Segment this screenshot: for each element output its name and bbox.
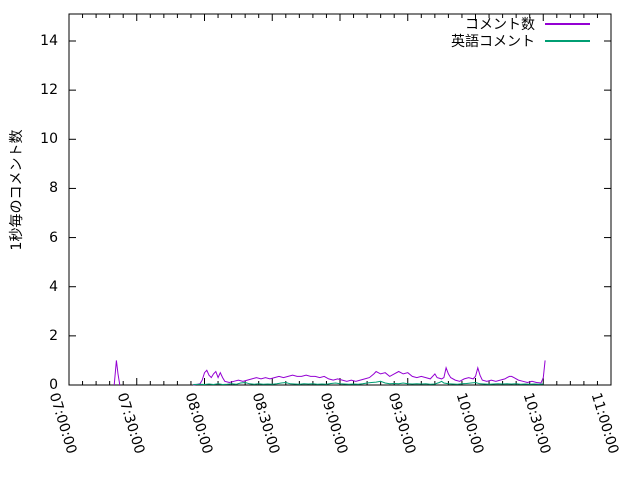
y-tick-label: 10 [40,131,58,148]
y-tick-label: 14 [40,33,58,49]
y-tick-label: 0 [49,377,58,393]
legend-line-sample [545,22,590,25]
y-tick-label: 4 [49,278,58,295]
legend: コメント数 英語コメント [451,15,590,50]
legend-label: コメント数 [465,16,535,33]
legend-label: 英語コメント [451,33,535,50]
y-tick-label: 6 [49,229,58,246]
legend-item: 英語コメント [451,32,590,50]
series-line-0 [193,360,546,386]
legend-item: コメント数 [451,15,590,33]
series-line-0 [113,360,121,386]
y-tick-label: 12 [40,82,58,99]
legend-line-sample [545,39,590,42]
plot-border [68,13,612,386]
y-tick-label: 8 [49,180,58,197]
series-line-1 [193,380,544,386]
y-tick-label: 2 [49,327,58,344]
